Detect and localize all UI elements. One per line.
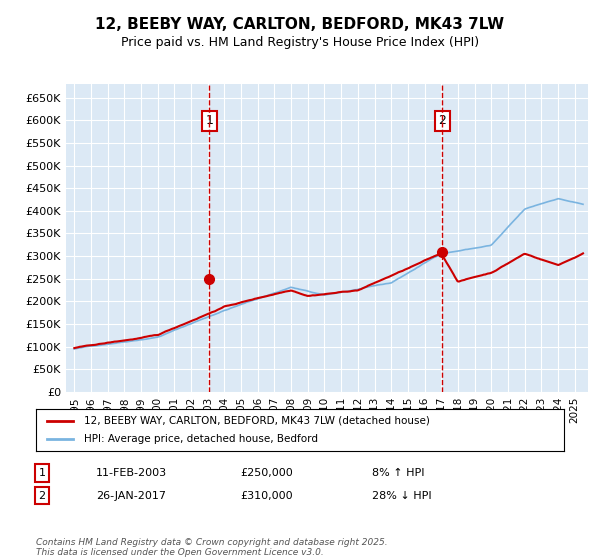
Text: 12, BEEBY WAY, CARLTON, BEDFORD, MK43 7LW: 12, BEEBY WAY, CARLTON, BEDFORD, MK43 7L… (95, 17, 505, 32)
Text: Contains HM Land Registry data © Crown copyright and database right 2025.
This d: Contains HM Land Registry data © Crown c… (36, 538, 388, 557)
Text: Price paid vs. HM Land Registry's House Price Index (HPI): Price paid vs. HM Land Registry's House … (121, 36, 479, 49)
Text: 2: 2 (38, 491, 46, 501)
Text: 2: 2 (439, 114, 446, 128)
Text: 1: 1 (38, 468, 46, 478)
Text: HPI: Average price, detached house, Bedford: HPI: Average price, detached house, Bedf… (83, 434, 317, 444)
Text: 8% ↑ HPI: 8% ↑ HPI (372, 468, 425, 478)
Text: £310,000: £310,000 (240, 491, 293, 501)
Text: 28% ↓ HPI: 28% ↓ HPI (372, 491, 431, 501)
Text: £250,000: £250,000 (240, 468, 293, 478)
Text: 12, BEEBY WAY, CARLTON, BEDFORD, MK43 7LW (detached house): 12, BEEBY WAY, CARLTON, BEDFORD, MK43 7L… (83, 416, 430, 426)
Text: 1: 1 (205, 114, 214, 128)
Text: 26-JAN-2017: 26-JAN-2017 (96, 491, 166, 501)
Text: 11-FEB-2003: 11-FEB-2003 (96, 468, 167, 478)
